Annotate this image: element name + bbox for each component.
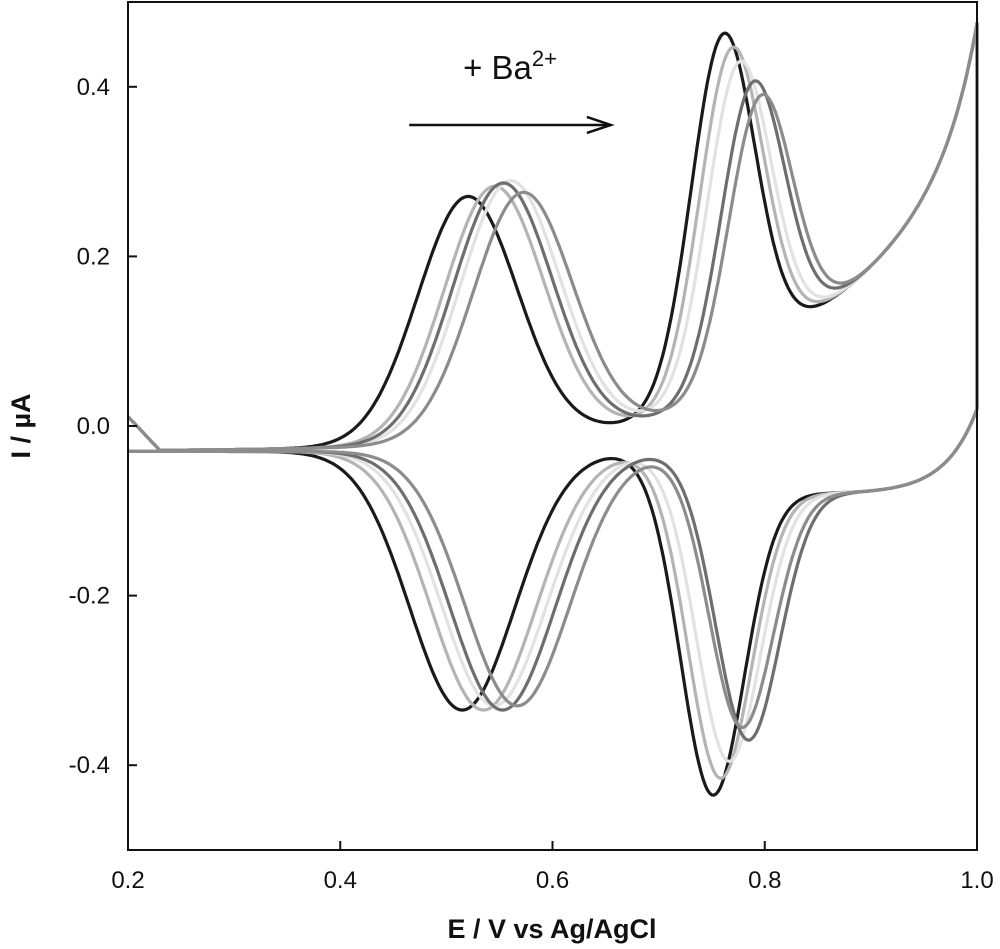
axis-ticks: 0.2 0.4 0.6 0.8 1.0 0.4 0.2 0.0 -0.2 -0.4 (69, 74, 994, 894)
plot-area-frame (127, 1, 978, 851)
y-tick-label: 0.4 (77, 74, 110, 101)
y-tick-label: -0.2 (69, 583, 110, 610)
annotation-prefix: + Ba (463, 49, 532, 86)
ba-addition-annotation: + Ba2+ (463, 46, 557, 86)
x-axis-title: E / V vs Ag/AgCl (447, 914, 656, 944)
curves-layer (126, 21, 979, 797)
x-tick-label: 0.8 (748, 867, 781, 894)
x-tick-label: 1.0 (960, 867, 993, 894)
y-axis-title: I / µA (6, 393, 36, 458)
y-tick-label: 0.0 (77, 413, 110, 440)
cv-curve-2 (126, 21, 979, 780)
x-tick-label: 0.2 (111, 867, 144, 894)
cv-curve-1 (126, 21, 979, 797)
y-tick-label: -0.4 (69, 752, 110, 779)
direction-arrowhead (586, 115, 615, 135)
y-tick-label: 0.2 (77, 243, 110, 270)
cv-curve-4 (126, 21, 979, 742)
annotation-superscript: 2+ (532, 46, 557, 71)
x-tick-label: 0.6 (536, 867, 569, 894)
x-tick-label: 0.4 (324, 867, 357, 894)
annotation-layer: + Ba2+ (409, 46, 615, 135)
